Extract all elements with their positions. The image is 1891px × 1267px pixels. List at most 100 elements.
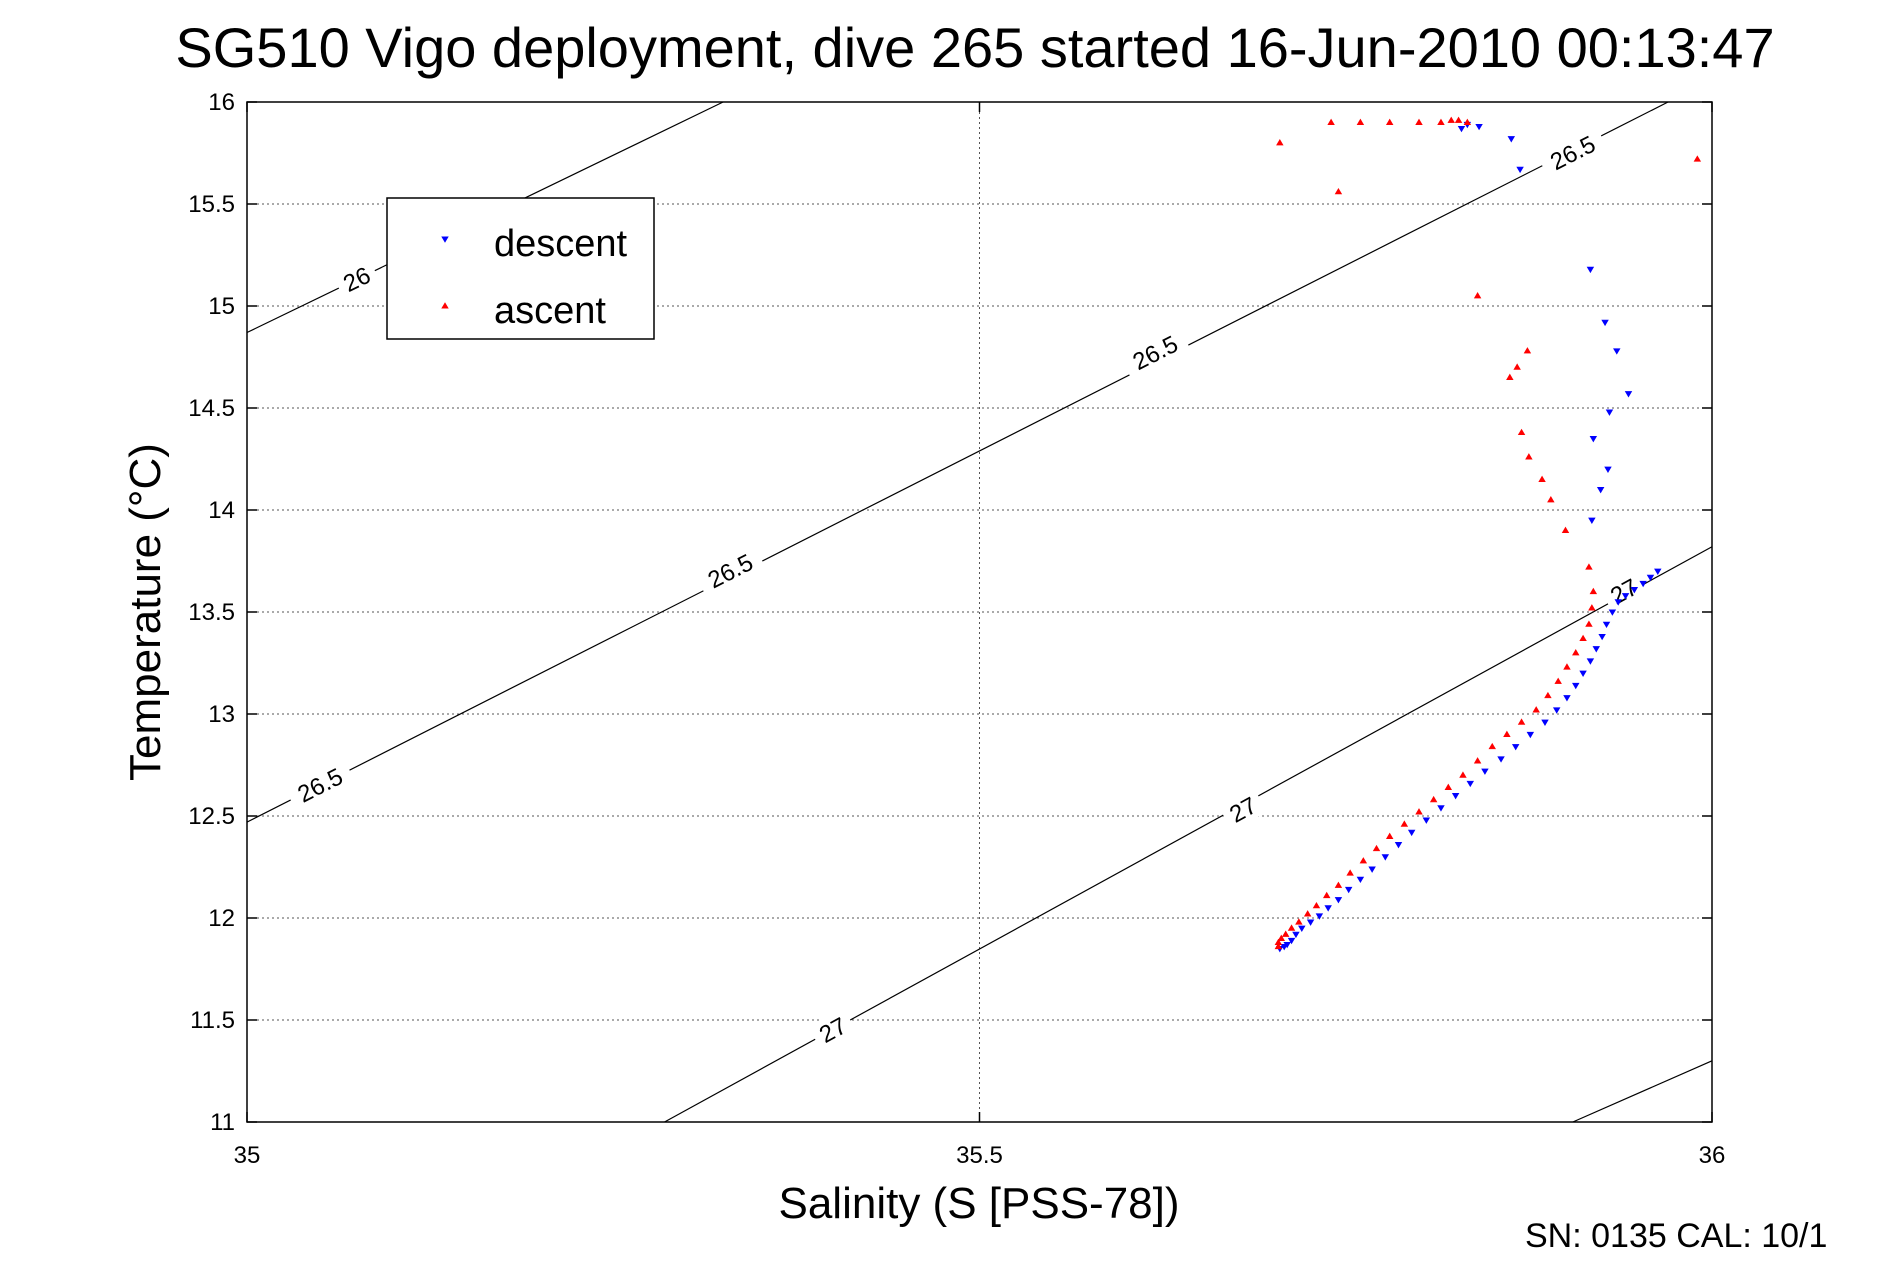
contour-label-bg	[808, 1007, 857, 1052]
descent-point	[1608, 609, 1617, 616]
descent-point	[1592, 646, 1600, 653]
ascent-point	[1513, 363, 1521, 370]
x-axis-label: Salinity (S [PSS-78])	[778, 1179, 1179, 1228]
ascent-point	[1415, 808, 1423, 815]
ascent-point	[1547, 496, 1555, 503]
legend-marker-descent	[441, 236, 449, 243]
ascent-point	[1554, 677, 1562, 684]
ascent-point	[1312, 901, 1321, 909]
contour-label-bg	[1536, 124, 1609, 180]
ascent-point	[1585, 620, 1593, 627]
ascent-point	[1532, 706, 1540, 713]
ascent-point	[1503, 730, 1511, 737]
ascent-point	[1459, 771, 1467, 778]
descent-point	[1334, 897, 1343, 904]
ascent-point	[1281, 930, 1290, 937]
descent-point	[1572, 682, 1580, 690]
descent-point	[1613, 348, 1621, 355]
ascent-point	[1303, 910, 1312, 917]
descent-point	[1604, 466, 1612, 473]
ascent-point	[1563, 663, 1571, 670]
y-tick-label: 12	[208, 905, 235, 932]
ascent-point	[1274, 938, 1283, 946]
y-tick-label: 14	[208, 497, 235, 524]
legend-entries: descent ascent	[441, 223, 628, 332]
footer-serial-cal: SN: 0135 CAL: 10/1	[1525, 1217, 1827, 1255]
ascent-point	[1444, 783, 1453, 790]
descent-point	[1315, 913, 1324, 920]
ascent-point	[1525, 453, 1533, 460]
ascent-point	[1277, 934, 1286, 941]
descent-point	[1552, 707, 1561, 714]
ascent-point	[1327, 118, 1335, 125]
contour-label-bg	[1218, 787, 1267, 831]
descent-point	[1394, 842, 1403, 849]
descent-point	[1497, 756, 1505, 763]
descent-point	[1563, 695, 1571, 702]
descent-point	[1541, 719, 1549, 726]
y-tick-label: 12.5	[188, 803, 235, 830]
legend: descent ascent	[386, 197, 655, 340]
descent-point	[1630, 587, 1639, 594]
descent-point	[1596, 487, 1605, 494]
legend-label-descent: descent	[494, 223, 628, 265]
contour-label-bg	[1599, 568, 1648, 613]
descent-point	[1292, 931, 1300, 939]
descent-point	[1422, 817, 1431, 824]
ascent-point	[1372, 844, 1381, 852]
descent-point	[1475, 123, 1483, 131]
ascent-point	[1585, 563, 1593, 570]
ascent-point	[1463, 118, 1472, 125]
descent-point	[1481, 768, 1489, 775]
ascent-point	[1359, 857, 1368, 864]
ascent-point	[1506, 373, 1514, 380]
x-tick-label: 35.5	[956, 1142, 1003, 1169]
ascent-point	[1437, 118, 1445, 125]
ascent-point	[1295, 918, 1303, 925]
ascent-point	[1579, 634, 1587, 642]
ascent-point	[1274, 942, 1283, 950]
y-axis-label: Temperature (°C)	[121, 443, 170, 781]
descent-point	[1516, 166, 1524, 174]
y-tick-label: 15.5	[188, 191, 235, 218]
descent-point	[1614, 599, 1622, 606]
descent-point	[1344, 886, 1353, 894]
descent-point	[1526, 731, 1535, 739]
y-tick-label: 13.5	[188, 599, 235, 626]
descent-point	[1588, 517, 1596, 524]
descent-point	[1586, 266, 1595, 274]
descent-point	[1283, 941, 1291, 949]
descent-point	[1507, 136, 1516, 143]
y-tick-label: 16	[208, 89, 235, 116]
y-tick-label: 11.5	[190, 1007, 235, 1034]
contour-label-bg	[332, 257, 381, 300]
ascent-point	[1538, 475, 1546, 482]
y-tick-label: 14.5	[188, 395, 235, 422]
density-contour-line	[246, 101, 1669, 823]
ascent-point	[1473, 292, 1482, 299]
descent-point	[1601, 319, 1609, 327]
contour-label-bg	[1119, 324, 1191, 380]
descent-point	[1621, 593, 1630, 600]
ascent-point	[1322, 891, 1331, 899]
y-tick-label: 11	[210, 1109, 235, 1136]
ascent-point	[1561, 526, 1570, 533]
ascent-point	[1356, 118, 1365, 125]
legend-box	[386, 197, 655, 340]
descent-point	[1407, 829, 1416, 837]
descent-point	[1639, 580, 1647, 588]
contour-label-bg	[694, 542, 766, 598]
ascent-point	[1523, 347, 1532, 354]
data-points	[1274, 116, 1702, 953]
descent-point	[1287, 937, 1296, 945]
legend-label-ascent: ascent	[494, 290, 606, 332]
descent-point	[1324, 905, 1332, 912]
descent-point	[1579, 670, 1587, 677]
ascent-point	[1454, 116, 1463, 123]
descent-point	[1624, 391, 1633, 398]
descent-point	[1511, 744, 1520, 751]
legend-marker-ascent	[441, 302, 449, 309]
contour-label-bg	[284, 757, 356, 812]
